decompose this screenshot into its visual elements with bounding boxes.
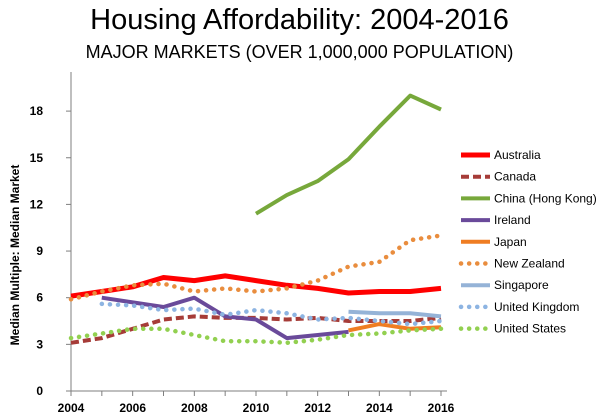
series-line-china-hong-kong [254, 93, 442, 216]
y-tick-label: 0 [36, 384, 43, 398]
legend-label-canada: Canada [494, 170, 536, 184]
x-tick-label: 2006 [119, 401, 146, 415]
chart-series [68, 93, 444, 346]
legend-label-united-states: United States [494, 322, 566, 336]
chart-axes: 0 3 6 9 12 15 18 2004 2006 2008 2010 2012 2014 2016 [30, 72, 455, 415]
chart-title: Housing Affordability: 2004-2016 [90, 4, 509, 36]
y-tick-label: 18 [30, 104, 44, 118]
legend-label-japan: Japan [494, 235, 527, 249]
y-tick-label: 12 [30, 197, 44, 211]
y-tick-label: 6 [36, 291, 43, 305]
series-line-japan [348, 322, 442, 333]
y-tick-label: 3 [36, 337, 43, 351]
series-line-united-states [68, 326, 444, 346]
x-tick-label: 2016 [428, 401, 455, 415]
x-tick-label: 2008 [181, 401, 208, 415]
chart-legend: Australia Canada China (Hong Kong) Ireland J… [458, 148, 597, 336]
x-tick-label: 2010 [243, 401, 270, 415]
legend-label-united-kingdom: United Kingdom [494, 300, 579, 314]
x-tick-label: 2004 [58, 401, 85, 415]
legend-label-china-hong-kong: China (Hong Kong) [494, 191, 597, 205]
series-line-canada [70, 314, 442, 345]
legend-label-new-zealand: New Zealand [494, 257, 565, 271]
series-line-singapore [348, 309, 442, 319]
y-tick-label: 15 [30, 151, 44, 165]
y-tick-label: 9 [36, 244, 43, 258]
series-line-new-zealand [68, 233, 444, 302]
x-tick-label: 2012 [304, 401, 331, 415]
legend-label-ireland: Ireland [494, 213, 531, 227]
series-line-united-kingdom [99, 301, 444, 327]
legend-label-singapore: Singapore [494, 278, 549, 292]
x-tick-label: 2014 [366, 401, 393, 415]
chart-subtitle: MAJOR MARKETS (OVER 1,000,000 POPULATION… [85, 42, 514, 62]
series-line-ireland [101, 295, 349, 341]
legend-label-australia: Australia [494, 148, 541, 162]
